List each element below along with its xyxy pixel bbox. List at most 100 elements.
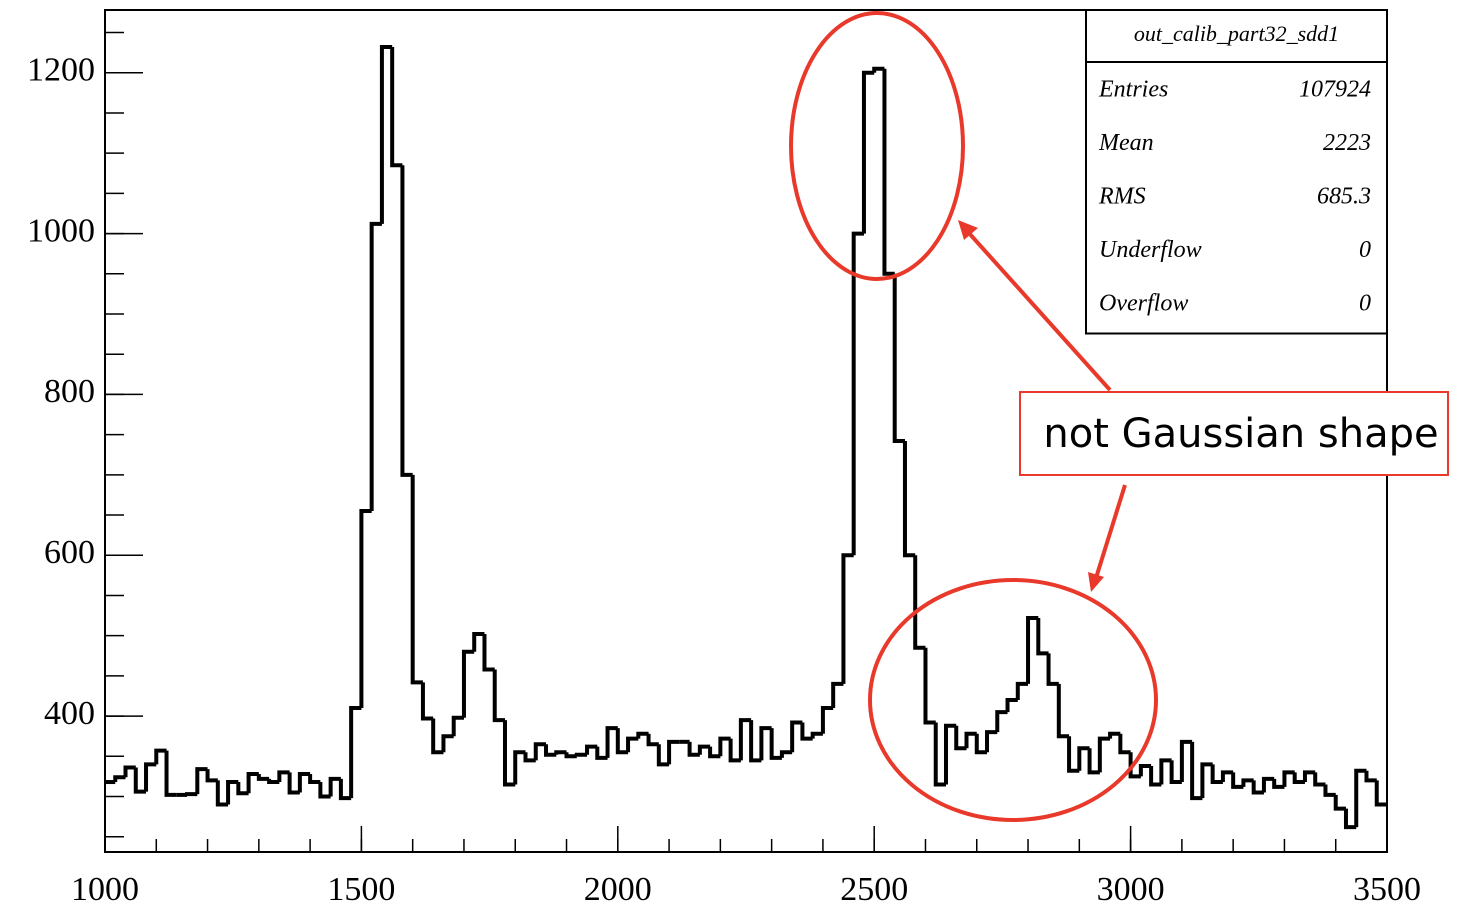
histogram-bin [236, 782, 249, 796]
histogram-bin [954, 725, 967, 751]
histogram-bin [974, 733, 988, 755]
histogram-bin [790, 720, 803, 753]
histogram-bin [379, 44, 393, 224]
histogram-bin [390, 46, 403, 168]
histogram-bin [1026, 615, 1039, 684]
histogram-bin [1364, 770, 1377, 783]
y-tick-label: 400 [44, 695, 95, 732]
histogram-bin [308, 773, 321, 785]
histogram-bin [1190, 741, 1203, 801]
stats-label: Underflow [1099, 237, 1202, 263]
histogram-bin [923, 647, 936, 725]
x-tick-label: 2000 [584, 871, 652, 908]
stats-label: RMS [1098, 183, 1146, 209]
histogram-bin [831, 681, 844, 709]
histogram-bin [605, 726, 618, 758]
histogram-bin [523, 752, 536, 763]
histogram-bin [554, 750, 567, 755]
histogram-bin [1046, 653, 1059, 686]
histogram-bin [667, 739, 680, 765]
histogram-bin [215, 780, 229, 807]
stats-value: 0 [1359, 237, 1371, 263]
histogram-bin [574, 752, 588, 757]
histogram-bin [626, 736, 639, 753]
histogram-bin [205, 769, 218, 783]
histogram-bin [985, 730, 998, 753]
histogram-bin [1343, 808, 1357, 830]
histogram-bin [144, 762, 157, 792]
annotation-layer: not Gaussian shape [789, 11, 1449, 822]
histogram-bin [410, 474, 423, 685]
histogram-bin [482, 634, 495, 672]
histogram-bin [595, 746, 608, 760]
annotation-text: not Gaussian shape [1043, 411, 1438, 457]
histogram-bin [1210, 764, 1223, 785]
histogram-bin [123, 765, 136, 778]
histogram-bin [420, 682, 434, 721]
arrow-head [1088, 572, 1104, 592]
histogram-bin [749, 720, 762, 763]
histogram-bin [636, 731, 649, 739]
histogram-bin [277, 770, 290, 783]
arrow-head [958, 220, 978, 240]
histogram-bin [318, 782, 331, 799]
arrow [966, 230, 1112, 392]
histogram-bin [1251, 780, 1264, 795]
histogram-bin [1087, 748, 1100, 775]
histogram-bin [1333, 794, 1346, 811]
stats-value: 107924 [1299, 76, 1371, 102]
histogram-bin [1241, 778, 1254, 787]
histogram-bin [297, 771, 311, 793]
histogram-bin [544, 744, 557, 757]
histogram-bin [472, 632, 485, 652]
histogram-bin [441, 734, 454, 753]
histogram-bin [287, 772, 300, 795]
stats-frame [1085, 9, 1388, 335]
histogram-bin [913, 555, 926, 650]
histogram-bin [1005, 698, 1018, 713]
histogram-bin [564, 752, 577, 759]
histogram-bin [1015, 681, 1029, 701]
x-tick-label: 3000 [1097, 871, 1165, 908]
histogram-bin [872, 66, 885, 73]
annotation-box [1019, 391, 1449, 476]
histogram-bin [728, 738, 741, 763]
histogram-bin [1169, 760, 1182, 785]
histogram-bin [1220, 770, 1234, 783]
x-tick-label: 3500 [1353, 871, 1421, 908]
histogram-bin [1036, 617, 1049, 656]
histogram-bin [133, 767, 147, 794]
histogram-bin [513, 750, 526, 785]
histogram-bin [585, 744, 598, 755]
stats-title: out_calib_part32_sdd1 [1134, 21, 1339, 46]
histogram-bin [1128, 752, 1141, 779]
x-tick-label: 1500 [327, 871, 395, 908]
histogram-bin [810, 731, 823, 739]
histogram-bin [1374, 780, 1387, 807]
histogram-bin [164, 750, 177, 797]
histogram-bin [646, 733, 659, 747]
histogram-bin [615, 728, 629, 755]
histogram-bin [359, 509, 372, 709]
histogram-bin [267, 778, 280, 785]
histogram-bin [933, 722, 946, 787]
histogram-bin [1354, 768, 1367, 828]
stats-value: 2223 [1323, 130, 1371, 156]
histogram-bin [328, 776, 341, 797]
y-tick-label: 1200 [27, 52, 95, 89]
histogram-bin [502, 720, 516, 787]
highlight-ellipse [868, 578, 1158, 822]
histogram-bin [492, 669, 505, 723]
highlight-ellipse [789, 11, 965, 281]
histogram-bin [461, 649, 475, 718]
histogram-bin [1282, 770, 1295, 787]
histogram-bin [1138, 763, 1152, 777]
stats-label: Mean [1098, 130, 1154, 156]
histogram-bin [882, 68, 895, 276]
histogram-bin [195, 767, 208, 795]
histogram-bin [800, 722, 813, 741]
histogram-bin [533, 742, 547, 761]
histogram-bin [851, 231, 864, 556]
histogram-bin [1313, 772, 1326, 787]
